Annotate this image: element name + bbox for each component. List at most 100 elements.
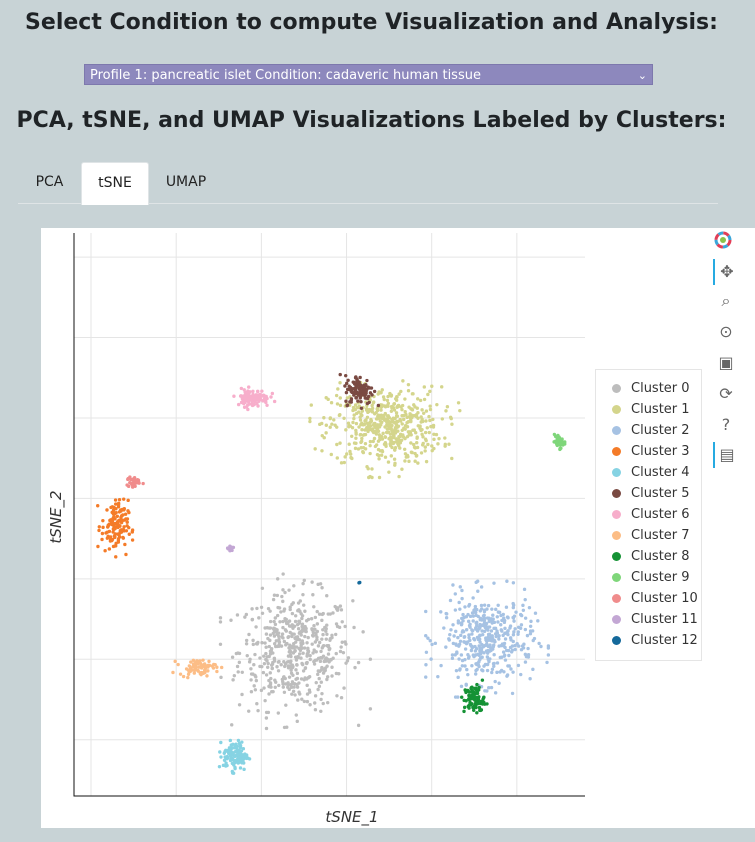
point <box>463 605 467 609</box>
legend-item[interactable]: Cluster 11 <box>596 609 701 630</box>
point <box>470 632 474 636</box>
point <box>429 424 433 429</box>
chevron-down-icon: ⌄ <box>637 69 647 82</box>
tab-umap[interactable]: UMAP <box>165 174 207 190</box>
point <box>491 613 495 617</box>
point <box>487 625 492 629</box>
point <box>218 620 223 624</box>
point <box>310 628 315 632</box>
point <box>298 599 302 603</box>
point <box>471 596 475 600</box>
point <box>258 656 262 660</box>
point <box>409 441 413 445</box>
legend-label: Cluster 11 <box>631 612 698 627</box>
point <box>324 423 329 427</box>
point <box>490 634 494 638</box>
legend-item[interactable]: Cluster 12 <box>596 630 701 651</box>
box-zoom-icon[interactable]: ⌕ <box>721 291 731 310</box>
legend-item[interactable]: Cluster 1 <box>596 399 701 420</box>
tsne-plot[interactable]: tSNE_2 tSNE_1 Cluster 0 Cluster 1 Cluster … <box>41 228 755 828</box>
point <box>178 672 183 676</box>
tab-tsne[interactable]: tSNE <box>81 162 149 205</box>
point <box>116 537 121 541</box>
legend-item[interactable]: Cluster 4 <box>596 462 701 483</box>
point <box>191 662 196 666</box>
point <box>268 652 273 656</box>
legend-item[interactable]: Cluster 5 <box>596 483 701 504</box>
point <box>458 408 462 413</box>
save-icon[interactable]: ▣ <box>718 353 734 372</box>
point <box>350 434 354 438</box>
legend-item[interactable]: Cluster 7 <box>596 525 701 546</box>
point <box>276 669 281 673</box>
point <box>389 439 393 444</box>
legend-item[interactable]: Cluster 2 <box>596 420 701 441</box>
point <box>264 651 268 656</box>
tab-pca[interactable]: PCA <box>35 174 64 190</box>
legend-item[interactable]: Cluster 6 <box>596 504 701 525</box>
condition-select[interactable]: Profile 1: pancreatic islet Condition: c… <box>84 64 653 85</box>
point <box>115 514 120 519</box>
point <box>264 673 269 677</box>
point <box>116 503 121 507</box>
point <box>302 678 306 682</box>
hover-icon[interactable]: ▤ <box>713 442 739 468</box>
point <box>251 638 255 643</box>
legend-swatch <box>612 489 621 498</box>
point <box>367 386 372 390</box>
legend-item[interactable]: Cluster 0 <box>596 378 701 399</box>
point <box>353 665 357 670</box>
point <box>388 443 393 448</box>
point <box>367 426 371 431</box>
point <box>457 600 461 605</box>
legend-item[interactable]: Cluster 10 <box>596 588 701 609</box>
point <box>400 422 404 426</box>
help-icon[interactable]: ? <box>721 415 731 434</box>
legend-item[interactable]: Cluster 8 <box>596 546 701 567</box>
reset-icon[interactable]: ⟳ <box>719 384 733 403</box>
point <box>263 641 267 645</box>
scatter-chart[interactable] <box>41 228 755 828</box>
point <box>474 580 478 585</box>
point <box>523 660 528 664</box>
point <box>282 690 287 694</box>
point <box>436 674 440 679</box>
point <box>238 766 243 770</box>
point <box>512 630 516 634</box>
point <box>408 416 413 420</box>
legend-item[interactable]: Cluster 9 <box>596 567 701 588</box>
point <box>503 631 508 635</box>
point <box>511 670 515 674</box>
point <box>528 624 533 628</box>
point <box>262 686 266 690</box>
point <box>425 426 429 430</box>
point <box>334 651 338 656</box>
point <box>457 642 462 646</box>
point <box>454 642 458 646</box>
point <box>335 608 340 612</box>
legend-item[interactable]: Cluster 3 <box>596 441 701 462</box>
point <box>484 621 489 626</box>
point <box>233 750 237 754</box>
point <box>279 610 283 614</box>
point <box>426 392 430 397</box>
point <box>320 433 324 438</box>
point <box>283 590 287 595</box>
point <box>333 604 337 609</box>
wheel-zoom-icon[interactable]: ⊙ <box>719 322 733 341</box>
point <box>266 636 270 641</box>
point <box>503 653 507 657</box>
point <box>240 758 244 762</box>
point <box>123 512 128 516</box>
point <box>275 593 280 598</box>
point <box>250 402 254 407</box>
point <box>374 425 379 429</box>
bokeh-logo-icon[interactable] <box>713 230 739 256</box>
point <box>242 388 246 392</box>
point <box>494 634 498 639</box>
point <box>317 676 321 681</box>
point <box>368 474 372 479</box>
point <box>308 416 312 421</box>
pan-icon[interactable]: ✥ <box>713 259 739 285</box>
point <box>428 418 432 423</box>
